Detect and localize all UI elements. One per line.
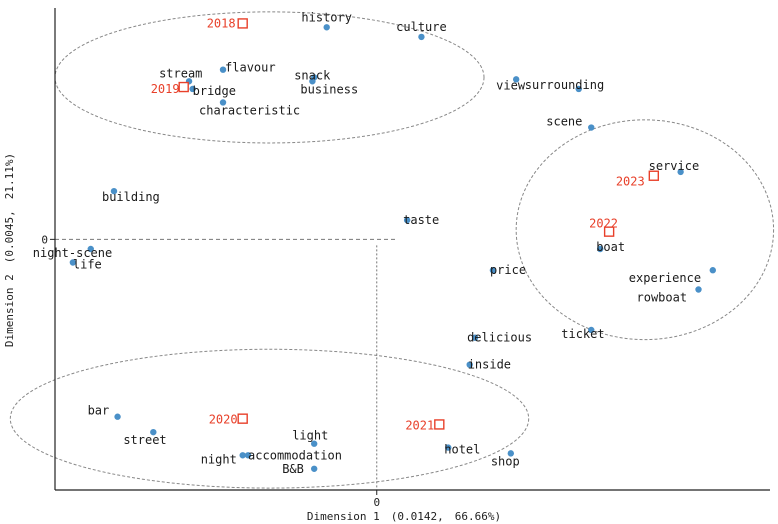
point-label-b-b: B&B: [282, 462, 304, 476]
point-label-night: night: [201, 452, 237, 466]
point-label-inside: inside: [468, 358, 511, 372]
y-axis-title: Dimension 2 (0.0045, 21.11%): [3, 153, 16, 347]
year-marker-2020: [237, 413, 248, 424]
point-label-street: street: [123, 433, 166, 447]
point-label-culture: culture: [396, 20, 447, 34]
point-label-stream: stream: [159, 66, 202, 80]
year-marker-2018: [237, 18, 248, 29]
point-label-hotel: hotel: [444, 443, 480, 457]
year-marker-2021: [434, 419, 445, 430]
point-street: [150, 428, 157, 436]
point-label-snack: snack: [294, 68, 331, 82]
point-accommodation: [244, 452, 252, 459]
point-b-b: [310, 465, 318, 472]
point-ticket: [588, 326, 595, 334]
point-characteristic: [219, 99, 227, 106]
point-label-flavour: flavour: [225, 61, 276, 75]
year-label-2021: 2021: [405, 418, 434, 432]
point-rowboat: [695, 286, 702, 293]
point-scene: [588, 124, 595, 131]
point-shop: [507, 450, 515, 457]
year-label-2023: 2023: [616, 175, 645, 189]
point-label-bridge: bridge: [193, 84, 236, 98]
point-label-light: light: [292, 429, 328, 443]
x-axis-title: Dimension 1 (0.0142, 66.66%): [307, 510, 501, 523]
point-hotel: [445, 444, 452, 451]
point-view: [512, 76, 520, 83]
point-label-night-scene: night-scene: [33, 246, 112, 260]
point-night: [239, 452, 246, 459]
point-label-ticket: ticket: [561, 327, 604, 341]
year-marker-2022: [603, 226, 615, 237]
point-label-building: building: [102, 190, 160, 204]
point-label-accommodation: accommodation: [248, 448, 342, 462]
point-delicious: [471, 334, 479, 341]
point-label-bar: bar: [88, 404, 110, 418]
point-boat: [596, 245, 604, 253]
y-tick-label: 0: [41, 233, 48, 246]
point-label-characteristic: characteristic: [199, 103, 300, 117]
point-building: [110, 187, 118, 195]
point-bar: [114, 413, 121, 420]
point-label-business: business: [300, 82, 358, 96]
point-business: [309, 78, 316, 85]
point-label-taste: taste: [403, 213, 439, 227]
year-label-2022: 2022: [589, 217, 618, 231]
cluster-ellipse-3: [515, 119, 775, 341]
point-night-scene: [87, 245, 94, 253]
point-inside: [466, 361, 473, 368]
point-flavour: [219, 66, 227, 73]
point-label-price: price: [490, 263, 526, 277]
point-experience: [709, 267, 716, 274]
year-label-2019: 2019: [151, 82, 180, 96]
year-label-2018: 2018: [207, 16, 236, 30]
point-light: [310, 440, 318, 447]
point-label-history: history: [301, 10, 352, 24]
year-marker-2023: [648, 170, 660, 181]
point-price: [489, 267, 497, 274]
point-service: [677, 168, 684, 176]
point-label-delicious: delicious: [467, 331, 532, 345]
cluster-ellipse-2: [9, 348, 530, 489]
point-label-surrounding: surrounding: [525, 78, 604, 92]
point-culture: [418, 33, 425, 41]
point-life: [69, 259, 77, 266]
point-bridge: [189, 85, 196, 93]
x-tick-label: 0: [373, 496, 380, 509]
point-taste: [403, 216, 411, 224]
year-label-2020: 2020: [209, 413, 238, 427]
point-history: [323, 24, 330, 31]
point-surrounding: [575, 85, 582, 93]
point-label-boat: boat: [596, 240, 625, 254]
point-label-experience: experience: [629, 271, 701, 285]
point-label-rowboat: rowboat: [637, 290, 688, 304]
year-marker-2019: [178, 81, 189, 93]
point-label-life: life: [73, 257, 102, 271]
point-label-service: service: [649, 159, 700, 173]
point-label-scene: scene: [546, 115, 582, 129]
point-label-shop: shop: [491, 454, 520, 468]
point-label-view: view: [496, 78, 526, 92]
